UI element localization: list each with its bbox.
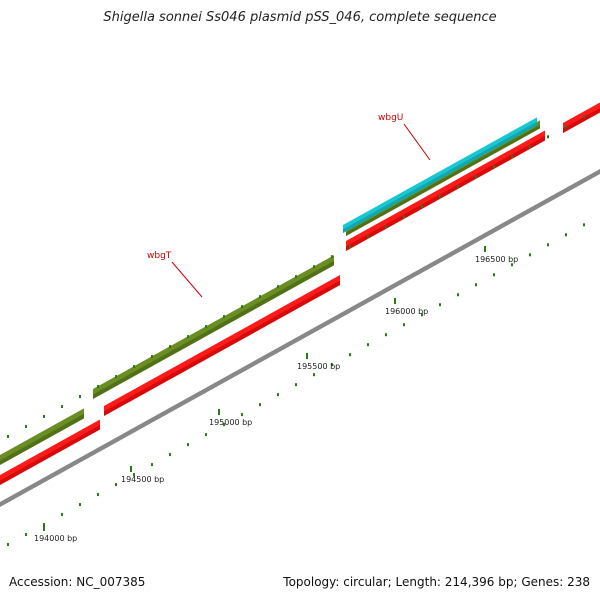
topology-summary: Topology: circular; Length: 214,396 bp; … (283, 575, 590, 589)
gene-label-wbgU[interactable]: wbgU (378, 113, 403, 123)
cds-arrow-3-shade (346, 136, 545, 251)
cds-arrow-1-shade (0, 425, 100, 485)
tick-label-195000: 195000 bp (209, 418, 252, 427)
tick-label-196000: 196000 bp (385, 307, 428, 316)
backbone-line (0, 169, 600, 507)
map-title: Shigella sonnei Ss046 plasmid pSS_046, c… (103, 10, 497, 25)
cds-arrow-2-shade (104, 280, 340, 416)
tick-label-196500: 196500 bp (475, 255, 518, 264)
cds-arrow-4-shade (563, 107, 600, 133)
gene-leader-line (403, 123, 431, 161)
tick-label-195500: 195500 bp (297, 362, 340, 371)
gene-band-wbgT-shade (93, 260, 334, 399)
gene-leader-line (171, 261, 203, 298)
gene-label-wbgT[interactable]: wbgT (147, 251, 172, 261)
gene-band-1-shade (0, 413, 84, 465)
tick-label-194500: 194500 bp (121, 475, 164, 484)
orf-band-shade (343, 121, 537, 233)
tick-label-194000: 194000 bp (34, 534, 77, 543)
gene-band-wbgU-shade (346, 124, 540, 236)
accession-text: Accession: NC_007385 (9, 575, 146, 589)
